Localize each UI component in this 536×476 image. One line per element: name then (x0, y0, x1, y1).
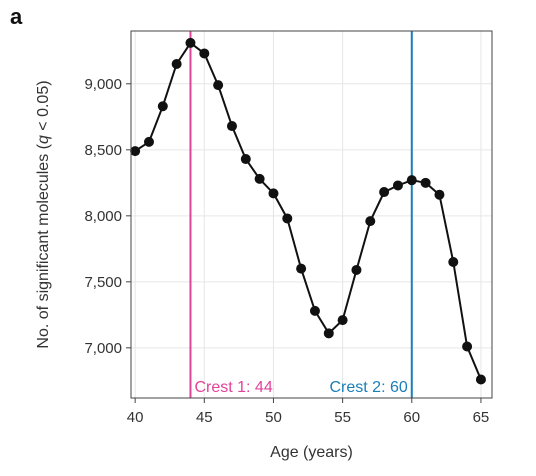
y-axis-title-part-2: < 0.05) (35, 80, 52, 135)
data-point (406, 175, 417, 186)
x-tick-label: 60 (403, 409, 420, 426)
x-tick-label: 50 (265, 409, 282, 426)
y-tick-label: 9,000 (84, 76, 122, 93)
data-point (434, 189, 445, 200)
data-point (323, 328, 334, 339)
data-point (337, 315, 348, 326)
y-axis-title-italic: q (35, 135, 52, 144)
data-point (462, 341, 473, 352)
x-tick-label: 40 (127, 409, 144, 426)
series-line (134, 41, 482, 380)
data-point (296, 263, 307, 274)
data-point (379, 187, 390, 198)
y-tick-label: 8,000 (84, 208, 122, 225)
data-series (130, 37, 486, 385)
y-tick-label: 7,500 (84, 274, 122, 291)
data-point (448, 257, 459, 268)
y-tick-label: 7,000 (84, 340, 122, 357)
data-point (392, 180, 403, 191)
y-axis-title-part-1: No. of significant molecules ( (35, 143, 52, 348)
data-point (213, 80, 224, 91)
data-point (143, 136, 154, 147)
y-tick-label: 8,500 (84, 142, 122, 159)
data-point (130, 146, 141, 157)
data-point (254, 173, 265, 184)
data-point (268, 188, 279, 199)
plot-frame (130, 30, 493, 399)
x-axis-title: Age (years) (270, 444, 353, 461)
x-tick-label: 55 (334, 409, 351, 426)
axis-ticks: 40 45 50 55 60 65 7,000 7,500 8,000 8,500 9,000 (84, 76, 489, 426)
panel-label: a (10, 4, 23, 29)
grid (131, 31, 492, 398)
data-point (240, 154, 251, 165)
data-point (365, 216, 376, 227)
y-axis-title: No. of significant molecules (q < 0.05) (35, 80, 52, 348)
data-point (199, 48, 210, 59)
crest-label-1: Crest 1: 44 (194, 379, 272, 396)
data-point (282, 213, 293, 224)
crest-lines: Crest 1: 44 Crest 2: 60 (189, 31, 413, 398)
x-tick-label: 65 (473, 409, 490, 426)
data-point (185, 37, 196, 48)
data-point (420, 177, 431, 188)
data-point (351, 264, 362, 275)
data-point (226, 121, 237, 132)
x-tick-label: 45 (196, 409, 213, 426)
data-point (171, 59, 182, 70)
crest-label-2: Crest 2: 60 (330, 379, 408, 396)
data-point (157, 101, 168, 112)
data-point (475, 374, 486, 385)
data-point (309, 305, 320, 316)
